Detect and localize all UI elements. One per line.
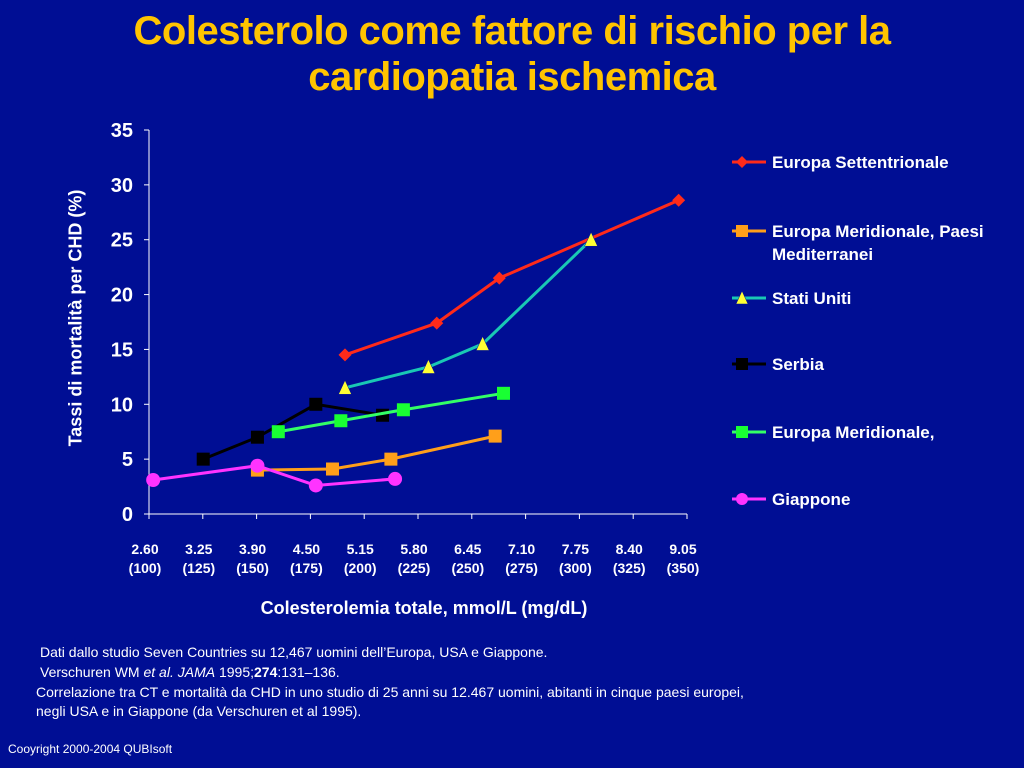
title-line-1: Colesterolo come fattore di rischio per … — [133, 9, 891, 53]
x-tick-label-mgdl-7: (275) — [505, 560, 538, 576]
x-tick-label-mgdl-0: (100) — [129, 560, 162, 576]
y-tick-label-1: 5 — [122, 449, 133, 471]
y-tick-label-4: 20 — [111, 285, 133, 307]
x-tick-label-mmol-2: 3.90 — [239, 541, 266, 557]
series-0-point-0 — [338, 348, 352, 362]
legend-label-3: Serbia — [772, 355, 824, 374]
legend-marker-1 — [736, 225, 748, 237]
series-4-point-2 — [396, 403, 410, 417]
source-note: Dati dallo studio Seven Countries su 12,… — [40, 642, 547, 682]
reference-pages: :131–136. — [277, 664, 340, 680]
legend-swatch-1 — [732, 225, 766, 237]
series-4-point-3 — [496, 386, 510, 400]
reference-author: Verschuren WM — [40, 664, 144, 680]
page-title: Colesterolo come fattore di rischio per … — [0, 8, 1024, 100]
legend-swatch-2 — [732, 290, 766, 305]
series-3-point-1 — [250, 430, 264, 444]
series-1-point-3 — [488, 429, 502, 443]
legend-label-0: Europa Settentrionale — [772, 153, 949, 172]
x-tick-label-mmol-6: 6.45 — [454, 541, 481, 557]
x-tick-label-mgdl-2: (150) — [236, 560, 269, 576]
copyright: Cooyright 2000-2004 QUBIsoft — [8, 742, 173, 756]
y-tick-label-6: 30 — [111, 175, 133, 197]
y-tick-label-0: 0 — [122, 504, 133, 526]
series-3-point-2 — [309, 397, 323, 411]
x-tick-label-mmol-10: 9.05 — [669, 541, 696, 557]
series-2 — [338, 231, 598, 395]
x-tick-label-mgdl-5: (225) — [398, 560, 431, 576]
series-0 — [338, 193, 686, 362]
series-5 — [146, 458, 403, 493]
series-5-point-2 — [308, 478, 323, 493]
series-5-point-1 — [250, 458, 265, 473]
reference-volume: 274 — [254, 664, 278, 680]
x-tick-label-mmol-1: 3.25 — [185, 541, 212, 557]
legend-marker-3 — [736, 358, 748, 370]
x-tick-label-mmol-9: 8.40 — [616, 541, 643, 557]
source-line-1: Dati dallo studio Seven Countries su 12,… — [40, 644, 548, 660]
series-3-point-0 — [196, 452, 210, 466]
x-tick-label-mgdl-6: (250) — [451, 560, 484, 576]
series-2-point-0 — [338, 379, 352, 395]
legend-marker-2 — [735, 290, 749, 305]
series-4-point-1 — [334, 414, 348, 428]
title-line-2: cardiopatia ischemica — [308, 55, 716, 99]
x-tick-label-mmol-0: 2.60 — [131, 541, 158, 557]
legend-marker-5 — [736, 493, 748, 505]
x-tick-label-mmol-7: 7.10 — [508, 541, 535, 557]
x-tick-label-mgdl-9: (325) — [613, 560, 646, 576]
y-tick-label-7: 35 — [111, 120, 133, 142]
x-tick-label-mmol-5: 5.80 — [400, 541, 427, 557]
reference-year: 1995; — [215, 664, 255, 680]
x-tick-label-mmol-4: 5.15 — [347, 541, 374, 557]
series-line-5 — [152, 464, 396, 487]
legend-swatch-3 — [732, 358, 766, 370]
series-line-4 — [278, 391, 504, 434]
x-tick-label-mgdl-10: (350) — [667, 560, 700, 576]
legend-swatch-0 — [732, 156, 766, 168]
legend-label-5: Giappone — [772, 490, 851, 509]
legend-marker-0 — [736, 156, 748, 168]
series-1-point-2 — [384, 452, 398, 466]
series-line-2 — [344, 238, 593, 390]
legend-label-1: Europa Meridionale, Paesi Mediterranei — [772, 222, 984, 264]
series-1 — [250, 429, 502, 477]
x-tick-label-mgdl-3: (175) — [290, 560, 323, 576]
series-4 — [271, 386, 510, 439]
caption: Correlazione tra CT e mortalità da CHD i… — [36, 684, 744, 719]
reference-journal: et al. JAMA — [143, 664, 216, 680]
series-line-0 — [344, 198, 680, 357]
series-2-point-3 — [584, 231, 598, 247]
y-tick-label-2: 10 — [111, 394, 133, 416]
x-tick-label-mgdl-4: (200) — [344, 560, 377, 576]
series-line-1 — [257, 434, 496, 472]
series-0-point-1 — [430, 316, 444, 330]
series-2-point-2 — [475, 335, 490, 351]
x-tick-label-mmol-3: 4.50 — [293, 541, 320, 557]
legend-label-2: Stati Uniti — [772, 289, 852, 308]
y-axis-label: Tassi di mortalità per CHD (%) — [65, 189, 86, 447]
legend-label-4: Europa Meridionale, — [772, 423, 935, 442]
x-axis-label: Colesterolemia totale, mmol/L (mg/dL) — [260, 598, 588, 618]
series-5-point-3 — [388, 471, 403, 486]
series-line-3 — [202, 402, 383, 461]
x-tick-label-mgdl-8: (300) — [559, 560, 592, 576]
source-reference: Verschuren WM et al. JAMA 1995;274:131–1… — [40, 662, 547, 682]
series-0-point-3 — [672, 193, 686, 207]
legend-swatch-4 — [732, 426, 766, 438]
y-tick-label-5: 25 — [111, 230, 133, 252]
y-tick-label-3: 15 — [111, 339, 133, 361]
series-0-point-2 — [492, 271, 506, 285]
series-2-point-1 — [421, 358, 436, 374]
series-1-point-1 — [326, 462, 340, 476]
legend-swatch-5 — [732, 493, 766, 505]
legend-marker-4 — [736, 426, 748, 438]
series-4-point-0 — [271, 425, 285, 439]
x-tick-label-mmol-8: 7.75 — [562, 541, 589, 557]
x-tick-label-mgdl-1: (125) — [182, 560, 215, 576]
series-5-point-0 — [146, 472, 161, 487]
series-3 — [196, 397, 390, 466]
